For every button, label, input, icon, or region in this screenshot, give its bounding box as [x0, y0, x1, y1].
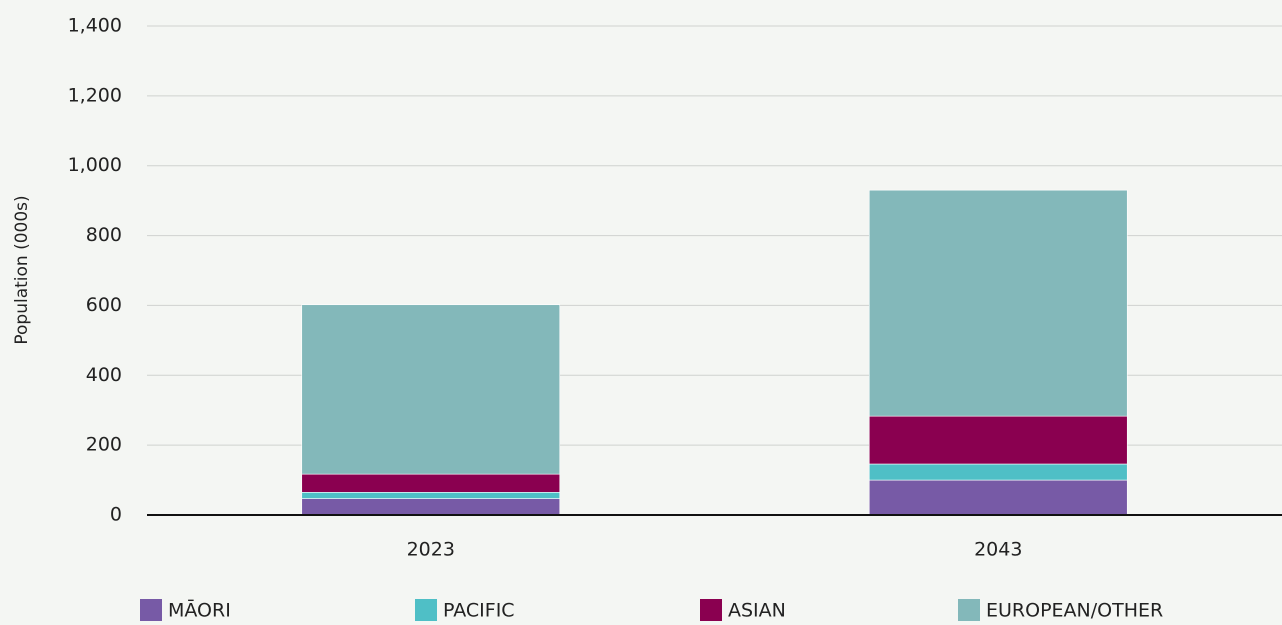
bar-segment — [868, 463, 1128, 481]
legend-swatch — [140, 599, 162, 621]
legend-label: PACIFIC — [443, 600, 515, 622]
legend-label: ASIAN — [728, 600, 786, 622]
legend-swatch — [958, 599, 980, 621]
x-tick-label: 2023 — [407, 539, 455, 561]
y-axis-label: Population (000s) — [12, 195, 32, 344]
y-tick-label: 1,200 — [68, 84, 122, 106]
bar-segment — [301, 498, 561, 516]
bar-segment — [301, 473, 561, 493]
legend-swatch — [415, 599, 437, 621]
y-tick-label: 600 — [86, 294, 122, 316]
bar-segment — [301, 304, 561, 475]
y-tick-label: 1,000 — [68, 154, 122, 176]
bar-segment — [301, 491, 561, 499]
legend-label: MĀORI — [168, 598, 231, 622]
x-tick-label: 2043 — [974, 539, 1022, 561]
y-tick-label: 200 — [86, 434, 122, 456]
bar-segment — [868, 479, 1128, 516]
bar-segment — [868, 415, 1128, 465]
bar-segment — [868, 189, 1128, 417]
y-tick-label: 0 — [110, 504, 122, 526]
legend-label: EUROPEAN/OTHER — [986, 600, 1163, 622]
legend-swatch — [700, 599, 722, 621]
y-tick-label: 1,400 — [68, 15, 122, 37]
y-tick-label: 400 — [86, 364, 122, 386]
y-tick-label: 800 — [86, 224, 122, 246]
